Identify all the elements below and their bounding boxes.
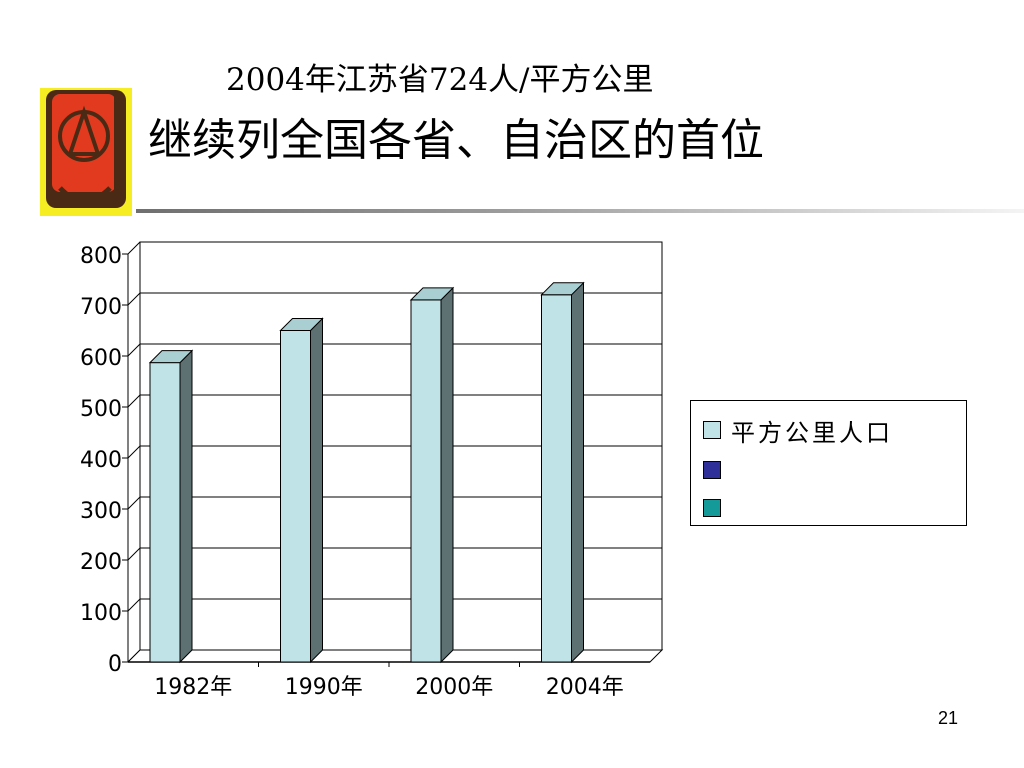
x-tick-label: 2004年 xyxy=(546,675,624,700)
y-tick-label: 600 xyxy=(80,346,122,371)
bar-side-1 xyxy=(179,349,193,664)
y-tick-label: 800 xyxy=(80,244,122,269)
y-tick-label: 400 xyxy=(80,448,122,473)
bar-top-1 xyxy=(148,350,194,364)
title-divider xyxy=(136,209,1024,213)
slide-title-line2: 继续列全国各省、自治区的首位 xyxy=(148,115,764,166)
bar-side-3 xyxy=(440,286,454,664)
bar-3 xyxy=(410,299,442,663)
page-number: 21 xyxy=(938,708,959,728)
bar-top-4 xyxy=(540,282,585,296)
gridline-depth xyxy=(127,394,141,408)
gridline-depth xyxy=(127,496,141,510)
y-tick-label: 300 xyxy=(80,499,122,524)
y-tick-label: 200 xyxy=(80,550,122,575)
gridline-depth xyxy=(127,598,141,612)
gridline-depth xyxy=(127,241,141,255)
slide-title-line1: 2004年江苏省724人/平方公里 xyxy=(226,62,654,98)
legend-item-series3 xyxy=(703,497,721,519)
y-tick-label: 700 xyxy=(80,295,122,320)
legend-label-series1: 平方公里人口 xyxy=(731,418,893,447)
bar-top-2 xyxy=(279,318,324,331)
legend-swatch-series2 xyxy=(703,461,721,479)
gridline-depth xyxy=(127,292,141,306)
bar-side-2 xyxy=(310,317,323,664)
gridline-depth xyxy=(127,343,141,357)
bar-2 xyxy=(280,330,311,663)
x-tick-label: 1982年 xyxy=(154,675,232,700)
gridline-depth xyxy=(127,547,141,561)
y-tick-label: 100 xyxy=(80,601,122,626)
legend-item-series2 xyxy=(703,459,721,481)
y-tick-label: 0 xyxy=(108,652,122,677)
legend-swatch-series3 xyxy=(703,499,721,517)
legend-swatch-series1 xyxy=(703,421,721,439)
bar-top-3 xyxy=(409,287,455,301)
chart-legend: 平方公里人口 xyxy=(690,400,967,526)
bar-chart: 0 100 200 300 400 500 600 700 800 1982年 1990年 2000年… xyxy=(0,225,680,709)
y-tick-label: 500 xyxy=(80,397,122,422)
gridline-depth xyxy=(127,445,141,459)
legend-item-series1: 平方公里人口 xyxy=(703,419,893,447)
bar-4 xyxy=(541,294,572,663)
x-tick-label: 1990年 xyxy=(285,675,363,700)
bar-1 xyxy=(149,362,181,663)
x-tick-label: 2000年 xyxy=(415,675,493,700)
school-logo xyxy=(40,88,132,216)
bar-side-4 xyxy=(571,281,584,664)
